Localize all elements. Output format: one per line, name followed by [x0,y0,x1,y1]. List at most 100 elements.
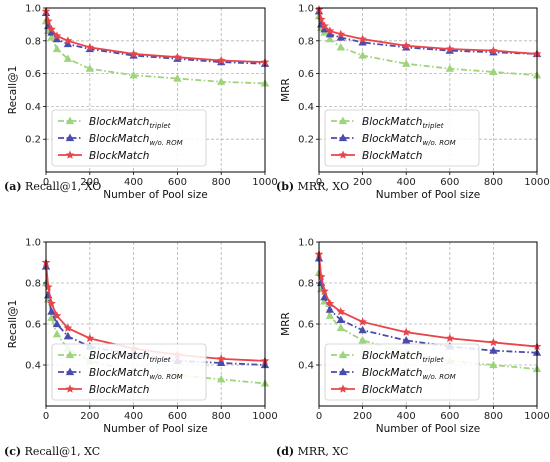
series-line [318,9,538,55]
data-point [489,67,498,76]
x-tick-label: 1000 [252,411,277,422]
chart-panel-1: 0 200 400 600 800 1000 0.2 0.4 0.6 0.8 1.0 Number o… [4,4,278,202]
legend-marker [338,150,348,159]
x-tick-label: 1000 [524,177,549,188]
data-point [63,323,73,332]
panel-caption: (c) Recall@1, XC [4,445,100,458]
data-point [320,24,329,33]
data-point [52,311,62,320]
data-point [336,315,345,323]
series-line [45,266,266,366]
data-point [52,329,62,338]
y-tick-label: 1.0 [25,4,41,15]
data-point [325,311,335,319]
series-line [45,282,266,385]
data-point [216,55,226,65]
series-line [318,258,538,354]
x-tick-label: 600 [440,411,459,422]
x-tick-label: 600 [168,411,187,422]
series-1 [314,11,542,79]
legend-label: BlockMatch [362,384,422,396]
x-tick-label: 200 [353,411,372,422]
series-line [45,11,266,64]
legend-marker [65,133,75,142]
series-line [318,254,538,348]
y-tick-label: 1.0 [298,4,314,15]
x-tick-label: 0 [43,411,49,422]
series-3 [314,5,542,58]
data-point [445,64,454,72]
data-point [336,33,345,41]
legend-marker [65,350,75,359]
data-point [358,325,367,334]
legend-box [51,109,207,167]
axes-frame [318,7,538,173]
data-point [129,49,138,58]
y-axis-label: Recall@1 [7,66,19,115]
chart-panel-2: 0 200 400 600 800 1000 0.2 0.4 0.6 0.8 1.0 Number o… [276,4,550,202]
y-tick-label: 0.6 [25,320,41,331]
y-tick-label: 0.2 [298,135,314,146]
data-point [325,34,335,43]
data-point [336,29,346,38]
axes-frame [45,7,266,173]
x-tick-label: 200 [353,177,372,188]
data-point [489,337,498,347]
x-tick-label: 800 [212,177,231,188]
data-point [52,31,62,40]
data-point [320,292,329,301]
data-point [47,24,56,34]
y-tick-label: 0.8 [298,36,314,47]
data-point [63,54,73,62]
data-point [85,42,95,52]
data-point [320,286,329,295]
y-tick-label: 0.6 [298,320,314,331]
data-point [445,44,455,53]
data-point [489,46,498,55]
data-point [489,346,498,354]
legend-marker [338,350,348,359]
data-point [336,323,345,332]
legend-marker [338,116,348,125]
y-tick-label: 0.4 [25,102,41,113]
y-tick-label: 0.8 [298,279,314,290]
series-3 [314,249,542,351]
data-point [402,59,411,67]
data-point [47,313,56,321]
data-point [325,29,335,38]
x-axis-label: Number of Pool size [103,423,207,435]
data-point [85,333,95,343]
data-point [325,298,335,308]
x-tick-label: 800 [484,177,503,188]
data-point [489,360,498,369]
y-tick-label: 0.4 [298,361,314,372]
data-point [336,42,345,51]
legend-marker [338,133,348,142]
data-point [216,354,226,363]
data-point [85,64,94,72]
data-point [63,39,73,48]
data-point [358,34,367,43]
legend-marker [338,384,348,393]
x-tick-label: 0 [43,177,49,188]
data-point [445,333,455,343]
y-tick-label: 0.4 [25,361,41,372]
data-point [63,36,73,45]
data-point [358,317,367,326]
panel-caption: (a) Recall@1, XO [4,180,101,193]
legend-marker [65,150,75,159]
legend-marker [65,367,75,376]
y-tick-label: 0.8 [25,279,41,290]
series-2 [314,254,542,356]
data-point [325,305,335,313]
data-point [358,38,367,46]
data-point [129,70,138,79]
data-point [402,336,411,344]
x-tick-label: 400 [124,411,143,422]
x-tick-label: 600 [168,177,187,188]
data-point [217,374,226,383]
data-point [47,28,56,36]
